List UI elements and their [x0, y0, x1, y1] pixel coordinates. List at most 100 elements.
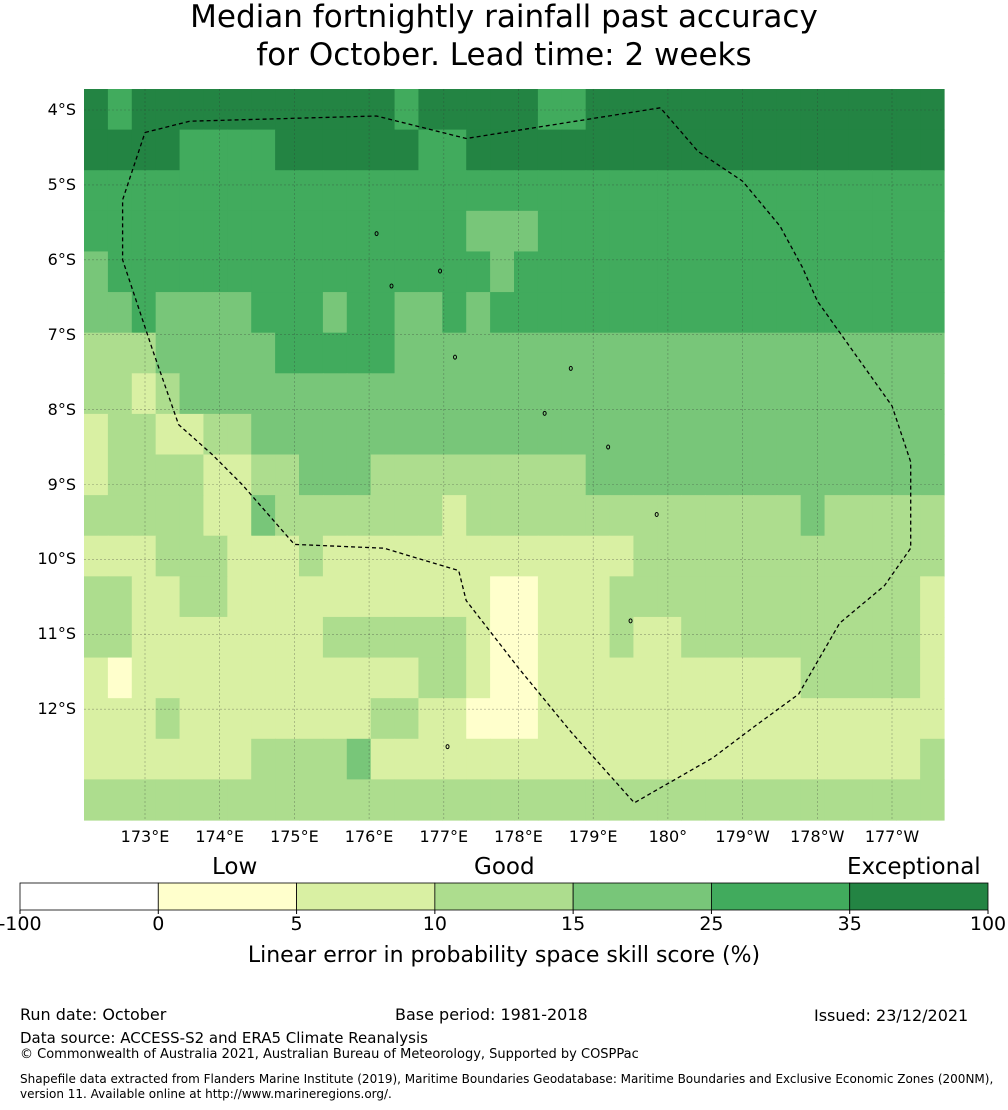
island-outlines — [374, 231, 659, 750]
skill-cell — [585, 129, 611, 171]
skill-cell — [514, 495, 539, 537]
skill-cell — [418, 332, 443, 374]
skill-cell — [872, 332, 897, 374]
skill-cell — [442, 89, 467, 131]
skill-cell — [227, 657, 252, 699]
skill-cell — [896, 210, 921, 253]
skill-cell — [227, 454, 252, 496]
skill-cell — [418, 576, 443, 618]
skill-cell — [275, 129, 300, 171]
skill-cell — [275, 535, 300, 577]
skill-cell — [275, 495, 300, 537]
skill-cell — [872, 89, 897, 131]
skill-cell — [776, 779, 802, 821]
skill-cell — [107, 292, 133, 334]
skill-cell — [800, 170, 826, 212]
colorbar-tick-label: 35 — [837, 913, 862, 935]
skill-cell — [537, 535, 563, 577]
skill-cell — [299, 373, 324, 415]
lon-tick-label: 173°E — [120, 827, 170, 846]
skill-cell — [179, 495, 205, 537]
skill-cell — [585, 535, 611, 577]
skill-cell — [824, 170, 850, 212]
skill-cell — [561, 535, 587, 577]
skill-cell — [299, 129, 324, 171]
skill-cell — [633, 738, 658, 780]
skill-cell — [609, 292, 635, 334]
skill-cell — [824, 413, 850, 456]
skill-cell — [155, 292, 181, 334]
skill-cell — [872, 413, 897, 456]
skill-cell — [346, 779, 372, 821]
colorbar-segment — [157, 882, 297, 911]
skill-cell — [514, 779, 539, 821]
skill-cell — [227, 616, 252, 659]
lon-tick-label: 178°E — [494, 827, 543, 846]
skill-cell — [585, 89, 611, 131]
skill-cell — [752, 616, 778, 659]
skill-cell — [824, 129, 850, 171]
skill-cell — [251, 413, 276, 456]
skill-cell — [920, 210, 945, 253]
skill-cell — [752, 657, 778, 699]
skill-cell — [705, 413, 730, 456]
skill-cell — [561, 454, 587, 496]
skill-cell — [84, 292, 109, 334]
skill-cell — [84, 698, 109, 740]
skill-cell — [490, 373, 515, 415]
skill-cell — [466, 535, 491, 577]
skill-cell — [442, 576, 467, 618]
skill-cell — [537, 454, 563, 496]
skill-cell — [107, 210, 133, 253]
skill-cell — [131, 698, 157, 740]
skill-cell — [203, 698, 228, 740]
skill-cell — [251, 292, 276, 334]
map-title-line-2: for October. Lead time: 2 weeks — [256, 37, 752, 73]
skill-cell — [155, 616, 181, 659]
skill-cell — [585, 495, 611, 537]
skill-cell — [896, 657, 921, 699]
island — [568, 365, 573, 371]
skill-cell — [84, 129, 109, 171]
skill-cell — [322, 413, 348, 456]
skill-cell — [920, 495, 945, 537]
skill-cell — [299, 616, 324, 659]
lon-tick-label: 177°W — [864, 827, 920, 846]
skill-cell — [633, 413, 658, 456]
skill-cell — [370, 170, 396, 212]
skill-cell — [657, 657, 682, 699]
skill-cell — [131, 454, 157, 496]
skill-cell — [537, 251, 563, 293]
skill-cell — [800, 616, 826, 659]
skill-cell — [896, 454, 921, 496]
skill-cell — [705, 170, 730, 212]
skill-cell — [227, 89, 252, 131]
skill-cell — [322, 779, 348, 821]
skill-cell — [705, 698, 730, 740]
skill-cell — [705, 89, 730, 131]
skill-cell — [227, 495, 252, 537]
skill-cell — [896, 332, 921, 374]
skill-cell — [824, 210, 850, 253]
skill-cell — [227, 535, 252, 577]
skill-cell — [442, 129, 467, 171]
skill-cell — [227, 373, 252, 415]
skill-cell — [394, 454, 420, 496]
skill-cell — [322, 454, 348, 496]
skill-cell — [322, 373, 348, 415]
skill-cell — [155, 738, 181, 780]
skill-cell — [107, 616, 133, 659]
skill-cell — [729, 251, 754, 293]
skill-cell — [394, 779, 420, 821]
skill-cell — [609, 576, 635, 618]
lat-tick-label: 5°S — [47, 174, 76, 194]
skill-cell — [776, 576, 802, 618]
skill-cell — [776, 657, 802, 699]
skill-cell — [514, 210, 539, 253]
skill-cell — [872, 779, 897, 821]
skill-cell — [322, 332, 348, 374]
skill-cell — [920, 89, 945, 131]
skill-cell — [920, 535, 945, 577]
skill-cell — [514, 698, 539, 740]
skill-cell — [776, 251, 802, 293]
